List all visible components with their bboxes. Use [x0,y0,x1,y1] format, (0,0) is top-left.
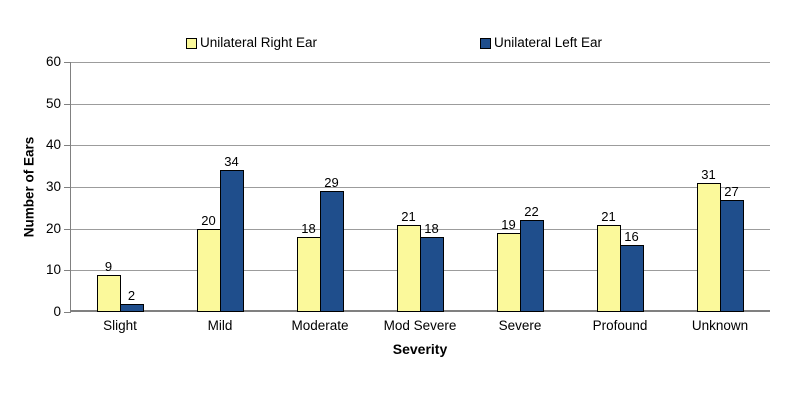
y-tick-label: 20 [45,220,61,236]
x-axis-labels: Slight Mild Moderate Mod Severe Severe Profou… [70,318,770,333]
bar-column: 22 [519,204,544,312]
bar-column: 29 [319,175,344,312]
y-tick-mark [64,228,70,230]
bar [519,220,544,312]
bar [296,237,321,312]
bar-column: 16 [619,229,644,312]
bar-group: 19 22 [470,62,570,312]
x-category-label: Mild [207,318,233,333]
bar-column: 19 [496,216,521,312]
y-tick-mark [64,145,70,147]
y-tick-label: 40 [45,137,61,153]
bar [96,274,121,312]
bar-group: 21 16 [570,62,670,312]
bar-column: 20 [196,212,221,312]
bar-value-label: 21 [401,208,416,224]
bar-value-label: 16 [624,229,639,245]
bar-group: 20 34 [170,62,270,312]
y-tick-label: 0 [53,304,61,319]
bar-value-label: 19 [501,216,516,232]
y-tick-mark [64,187,70,188]
bar [419,237,444,312]
x-category-label: Severe [498,318,542,333]
x-category-label: Moderate [291,318,349,333]
bar-value-label: 31 [701,166,716,182]
bar-column: 21 [596,208,621,312]
y-axis-line [70,62,71,313]
y-tick-label: 30 [45,179,61,194]
legend-swatch-right-ear-icon [186,37,197,49]
gridline [70,187,770,188]
bar [319,191,344,312]
bar-column: 27 [719,183,744,312]
bar [719,199,744,312]
bar [396,224,421,312]
bar-column: 18 [419,221,444,312]
bar-column: 9 [96,258,121,312]
bar-group: 31 27 [670,62,770,312]
y-tick-mark [64,103,70,105]
bar-column: 34 [219,154,244,312]
legend-item-unilateral-right-ear: Unilateral Right Ear [186,36,317,50]
x-category-label: Profound [592,318,648,333]
bar [696,182,721,312]
bar-groups: 9 2 20 34 18 29 21 18 19 22 21 16 31 27 [70,62,770,312]
bar-value-label: 18 [424,221,439,236]
gridline [70,145,770,147]
bar [596,224,621,312]
bar-column: 21 [396,208,421,312]
gridline [70,103,770,105]
bar [619,245,644,312]
gridline [70,62,770,63]
bar-value-label: 21 [601,208,616,224]
bar-value-label: 22 [524,204,539,220]
y-tick-label: 10 [45,262,61,278]
legend-item-unilateral-left-ear: Unilateral Left Ear [480,36,602,50]
y-tick-mark [64,62,70,63]
bar-value-label: 18 [301,221,316,236]
bar-group: 18 29 [270,62,370,312]
y-tick-label: 50 [45,95,61,111]
x-category-label: Slight [103,318,137,333]
y-tick-mark [64,312,70,313]
legend-label: Unilateral Right Ear [200,35,318,50]
bar-value-label: 20 [201,212,216,228]
x-category-label: Mod Severe [383,318,457,333]
x-category-label: Unknown [691,318,749,333]
bar-value-label: 29 [324,175,339,191]
bar-value-label: 2 [127,287,136,303]
bar-value-label: 34 [224,154,239,170]
bar-column: 18 [296,221,321,312]
bar [219,170,244,312]
bar-column: 2 [119,287,144,312]
bar-column: 31 [696,166,721,312]
bar-value-label: 27 [724,183,739,199]
legend-swatch-left-ear-icon [480,37,491,49]
x-axis-title: Severity [392,341,448,357]
bar-value-label: 9 [104,258,113,274]
bar [196,228,221,312]
bar-group: 21 18 [370,62,470,312]
bar [496,232,521,312]
legend-label: Unilateral Left Ear [494,35,603,50]
y-tick-label: 60 [45,54,61,69]
bar [119,303,144,312]
y-tick-mark [64,270,70,272]
